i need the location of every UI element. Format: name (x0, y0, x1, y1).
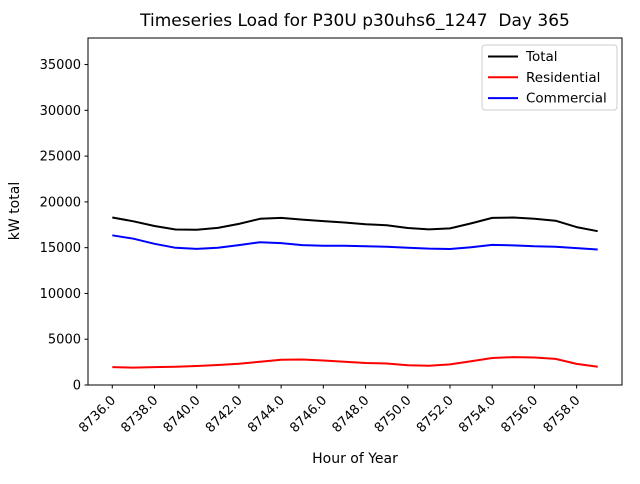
x-tick-label: 8754.0 (456, 393, 499, 436)
y-tick-label: 35000 (40, 58, 81, 73)
x-axis-label: Hour of Year (312, 451, 398, 467)
legend-frame (481, 44, 618, 111)
x-tick-label: 8758.0 (541, 393, 584, 436)
x-tick-label: 8744.0 (245, 393, 288, 436)
y-axis-ticks: 0 5000 10000 15000 20000 25000 30000 35000 (40, 58, 88, 394)
series-line-total (112, 216, 598, 233)
y-tick-label: 10000 (40, 287, 81, 302)
x-tick-label: 8736.0 (76, 393, 119, 436)
legend: Total Residential Commercial (481, 44, 618, 111)
y-tick-label: 25000 (40, 150, 81, 165)
x-tick-label: 8746.0 (287, 393, 330, 436)
x-tick-label: 8742.0 (203, 393, 246, 436)
series-line-commercial (112, 234, 598, 251)
plot-frame (87, 37, 623, 386)
series-line-residential (112, 356, 598, 369)
x-tick-label: 8756.0 (498, 393, 541, 436)
y-axis-label: kW total (7, 182, 23, 240)
y-tick-label: 20000 (40, 195, 81, 210)
y-tick-label: 30000 (40, 104, 81, 119)
x-tick-label: 8748.0 (330, 393, 373, 436)
y-tick-label: 5000 (48, 333, 81, 348)
data-series (112, 216, 598, 369)
x-tick-label: 8738.0 (119, 393, 162, 436)
x-tick-label: 8750.0 (372, 393, 415, 436)
legend-label-commercial: Commercial (526, 91, 607, 107)
x-tick-label: 8752.0 (414, 393, 457, 436)
legend-label-residential: Residential (526, 70, 600, 86)
x-tick-label: 8740.0 (161, 393, 204, 436)
x-axis-ticks: 8736.0 8738.0 8740.0 8742.0 8744.0 8746.0 8748… (76, 385, 583, 436)
y-tick-label: 15000 (40, 241, 81, 256)
chart-title: Timeseries Load for P30U p30uhs6_1247 Da… (139, 11, 570, 31)
y-tick-label: 0 (73, 379, 81, 394)
legend-label-total: Total (525, 49, 558, 65)
